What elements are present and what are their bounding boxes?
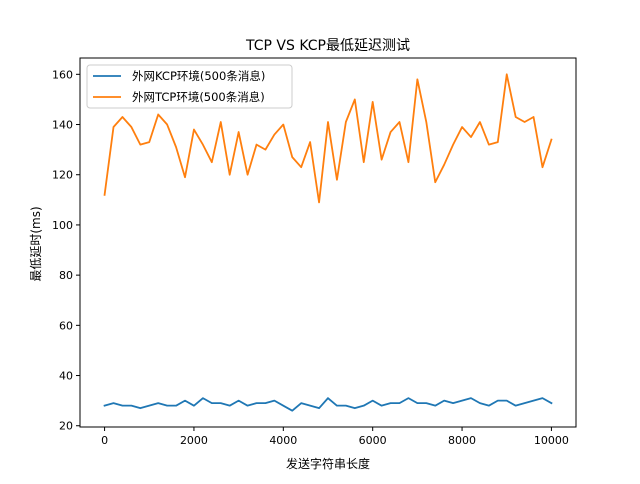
series-line-kcp bbox=[103, 397, 553, 412]
series-line-tcp bbox=[103, 73, 553, 204]
legend-label-kcp: 外网KCP环境(500条消息) bbox=[132, 69, 265, 83]
legend: 外网KCP环境(500条消息) 外网TCP环境(500条消息) bbox=[86, 64, 293, 109]
y-tick-label: 160 bbox=[52, 68, 73, 81]
plot-frame bbox=[79, 57, 577, 428]
x-tick-label: 4000 bbox=[269, 434, 297, 447]
x-tick-label: 6000 bbox=[359, 434, 387, 447]
x-axis-label: 发送字符串长度 bbox=[286, 456, 370, 471]
y-tick-label: 120 bbox=[52, 169, 73, 182]
y-axis-label: 最低延时(ms) bbox=[29, 206, 43, 281]
y-tick-label: 100 bbox=[52, 219, 73, 232]
x-tick-label: 0 bbox=[101, 434, 108, 447]
x-tick-label: 2000 bbox=[180, 434, 208, 447]
x-tick-label: 10000 bbox=[534, 434, 569, 447]
y-tick-label: 140 bbox=[52, 119, 73, 132]
series-lines bbox=[103, 73, 553, 412]
y-tick-label: 40 bbox=[59, 370, 73, 383]
x-tick-label: 8000 bbox=[448, 434, 476, 447]
chart-title: TCP VS KCP最低延迟测试 bbox=[245, 38, 410, 54]
y-tick-label: 80 bbox=[59, 269, 73, 282]
legend-label-tcp: 外网TCP环境(500条消息) bbox=[132, 90, 265, 104]
y-tick-label: 60 bbox=[59, 319, 73, 332]
axis-ticks: 0 2000 4000 6000 8000 10000 20 40 60 80 100 120 140 1… bbox=[52, 68, 569, 447]
legend-box bbox=[86, 64, 293, 109]
y-tick-label: 20 bbox=[59, 420, 73, 433]
